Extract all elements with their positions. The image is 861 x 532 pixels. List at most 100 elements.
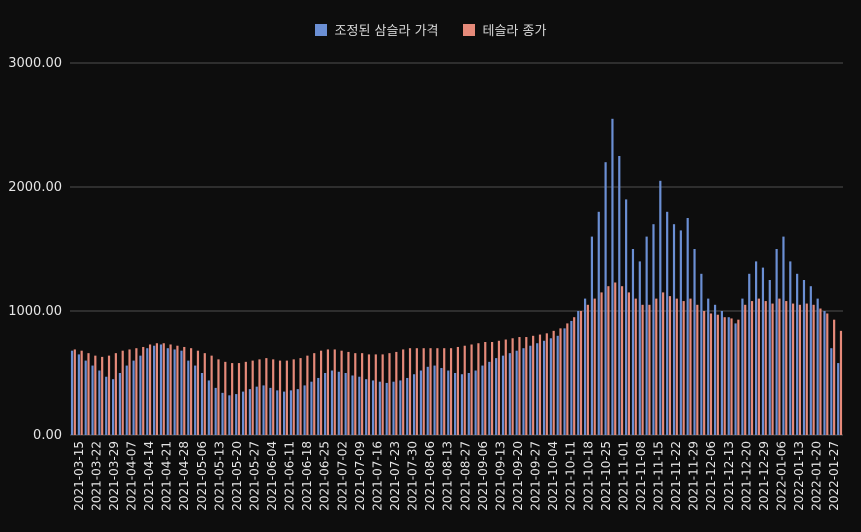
bar-adjusted [296, 389, 299, 435]
bar-close [313, 353, 316, 435]
bar-adjusted [241, 391, 245, 435]
legend-label-series-2: 테슬라 종가 [482, 24, 547, 39]
bar-adjusted [460, 374, 464, 435]
bar-close [101, 356, 104, 435]
bar-close [696, 304, 699, 435]
x-tick-label: 2021-06-25 [318, 441, 332, 511]
x-tick-label: 2021-11-15 [652, 441, 666, 511]
x-tick-label: 2021-09-20 [511, 441, 525, 511]
bar-adjusted [727, 317, 730, 435]
x-tick-label: 2021-09-27 [529, 441, 543, 511]
bar-close [142, 346, 145, 435]
x-tick-label: 2021-04-21 [160, 441, 174, 511]
bar-adjusted [330, 370, 334, 435]
bar-adjusted [638, 261, 641, 435]
bar-adjusted [467, 373, 470, 435]
bar-adjusted [84, 360, 87, 435]
x-tick-label: 2021-09-06 [476, 441, 490, 511]
bar-close [402, 349, 405, 435]
bar-close [306, 355, 309, 435]
bar-close [655, 298, 658, 435]
bar-close [750, 301, 754, 435]
bar-close [237, 363, 241, 435]
bar-adjusted [262, 385, 265, 435]
bar-adjusted [556, 335, 559, 435]
bar-adjusted [385, 382, 388, 435]
bar-close [744, 304, 747, 435]
bar-adjusted [631, 249, 635, 435]
bar-close [662, 292, 665, 435]
bar-close [839, 330, 843, 435]
bar-adjusted [474, 370, 477, 435]
bar-close [347, 351, 350, 435]
bar-adjusted [392, 381, 395, 435]
bar-close [573, 317, 576, 435]
bar-adjusted [289, 390, 293, 435]
bar-close [210, 355, 213, 435]
bar-close [518, 337, 521, 435]
bar-close [600, 292, 603, 435]
x-tick-label: 2021-05-06 [195, 441, 209, 511]
bar-adjusted [679, 230, 682, 435]
bar-adjusted [454, 373, 457, 435]
bar-close [648, 304, 651, 435]
bar-adjusted [501, 355, 505, 435]
bar-close [251, 360, 254, 435]
x-tick-label: 2021-10-04 [546, 441, 560, 511]
bar-adjusted [118, 373, 122, 435]
bar-adjusted [310, 381, 313, 435]
bar-adjusted [337, 371, 340, 435]
legend-item-series-1[interactable]: 조정된 삼슬라 가격 [314, 20, 439, 39]
x-tick-label: 2021-04-28 [177, 441, 191, 511]
legend-item-series-2[interactable]: 테슬라 종가 [462, 20, 547, 39]
bar-close [354, 353, 357, 435]
bar-adjusted [269, 387, 272, 435]
bar-adjusted [508, 353, 511, 435]
bar-adjusted [720, 311, 723, 435]
x-tick-label: 2022-01-06 [775, 441, 789, 511]
bar-adjusted [378, 381, 381, 435]
bar-close [620, 286, 624, 435]
legend-swatch-series-2 [462, 23, 475, 36]
x-tick-label: 2021-11-22 [669, 441, 683, 511]
x-tick-label: 2021-07-30 [406, 441, 420, 511]
bar-close [634, 298, 637, 435]
bar-close [94, 355, 97, 435]
x-tick-label: 2021-07-02 [335, 441, 349, 511]
bar-adjusted [282, 391, 286, 435]
bar-close [436, 348, 439, 435]
x-tick-label: 2021-03-15 [72, 441, 86, 511]
bar-close [491, 342, 494, 435]
bar-close [381, 354, 384, 435]
bar-close [162, 343, 165, 435]
bar-adjusted [426, 366, 429, 435]
bar-close [559, 328, 562, 435]
bar-close [833, 319, 836, 435]
bar-adjusted [700, 273, 703, 435]
bar-adjusted [207, 380, 210, 435]
bar-close [511, 338, 514, 435]
bar-adjusted [796, 273, 799, 435]
bar-adjusted [180, 350, 183, 435]
bar-close [614, 282, 617, 435]
bar-close [477, 343, 480, 435]
bar-close [148, 344, 152, 435]
bar-close [545, 333, 548, 435]
bar-adjusted [406, 377, 409, 435]
bar-adjusted [488, 361, 491, 435]
bar-adjusted [317, 377, 320, 435]
bar-close [778, 298, 781, 435]
x-tick-label: 2021-07-16 [370, 441, 384, 511]
bar-adjusted [590, 236, 594, 435]
bar-adjusted [228, 395, 231, 435]
bar-adjusted [194, 365, 197, 435]
y-tick-label: 1000.00 [8, 304, 62, 319]
bar-adjusted [625, 199, 628, 435]
legend-label-series-1: 조정된 삼슬라 가격 [334, 24, 439, 39]
bar-adjusted [440, 368, 443, 435]
bar-close [319, 350, 323, 435]
bar-adjusted [802, 280, 806, 435]
bar-adjusted [775, 249, 778, 435]
